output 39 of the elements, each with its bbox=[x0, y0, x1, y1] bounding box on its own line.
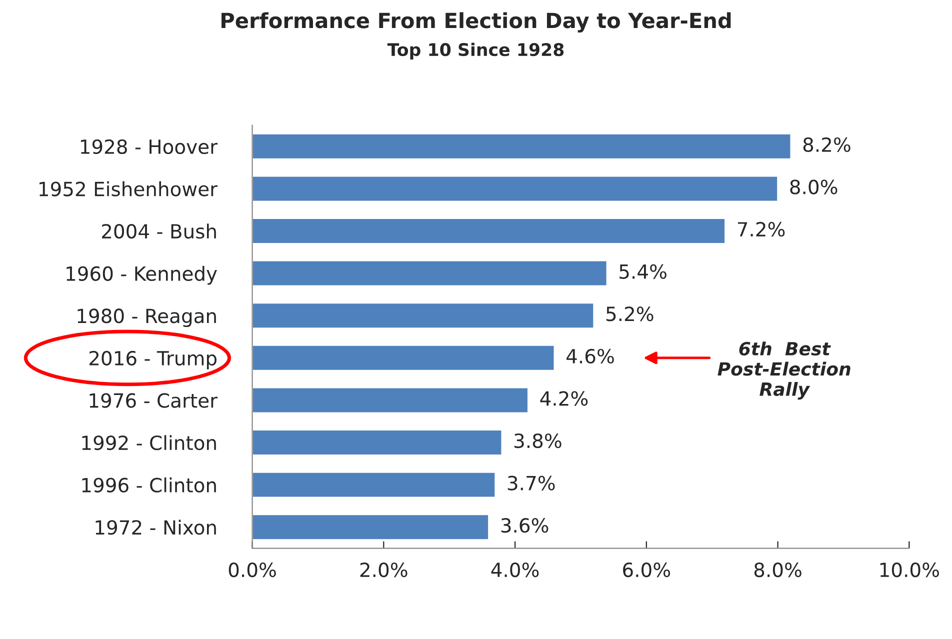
y-tick-label: 2004 - Bush bbox=[102, 224, 216, 239]
data-label: 5.4% bbox=[620, 264, 666, 279]
x-tick-label: 0.0% bbox=[228, 562, 276, 578]
bar bbox=[252, 133, 792, 160]
x-tick-label: 6.0% bbox=[623, 562, 670, 578]
bar bbox=[252, 514, 490, 540]
x-tick-label: 10.0% bbox=[880, 562, 939, 578]
bar bbox=[252, 344, 556, 372]
y-tick-label: 1996 - Clinton bbox=[82, 477, 216, 492]
data-label: 7.2% bbox=[738, 222, 785, 237]
chart-title: Performance From Election Day to Year-End bbox=[222, 12, 731, 33]
chart-subtitle: Top 10 Since 1928 bbox=[387, 42, 564, 60]
bar bbox=[252, 218, 726, 244]
bar bbox=[252, 386, 529, 414]
y-tick-label: 1980 - Reagan bbox=[78, 308, 216, 328]
data-label: 5.2% bbox=[606, 306, 654, 322]
bar bbox=[252, 302, 595, 329]
data-label: 8.0% bbox=[790, 180, 838, 194]
x-tick-label: 4.0% bbox=[491, 562, 539, 578]
bar bbox=[252, 429, 503, 456]
annotation: 6th Best Post-Election Rally bbox=[718, 342, 850, 400]
data-label: 3.6% bbox=[501, 518, 548, 533]
data-label: 4.2% bbox=[540, 391, 588, 406]
bar bbox=[252, 471, 496, 498]
x-tick-label: 2.0% bbox=[360, 562, 408, 578]
y-tick-label: 2016 - Trump bbox=[90, 350, 216, 370]
data-label: 3.7% bbox=[508, 476, 555, 490]
y-tick-label: 1972 - Nixon bbox=[96, 520, 216, 535]
bar bbox=[252, 260, 608, 287]
data-label: 3.8% bbox=[514, 433, 562, 448]
y-tick-label: 1960 - Kennedy bbox=[66, 266, 217, 285]
data-label: 8.2% bbox=[803, 137, 850, 152]
bar bbox=[252, 175, 778, 202]
y-tick-label: 1992 - Clinton bbox=[82, 435, 216, 450]
x-tick-label: 8.0% bbox=[754, 562, 802, 578]
y-tick-label: 1976 - Carter bbox=[90, 393, 218, 408]
y-tick-label: 1952 Eishenhower bbox=[40, 181, 218, 196]
data-label: 4.6% bbox=[566, 348, 614, 364]
y-tick-label: 1928 - Hoover bbox=[80, 139, 218, 154]
